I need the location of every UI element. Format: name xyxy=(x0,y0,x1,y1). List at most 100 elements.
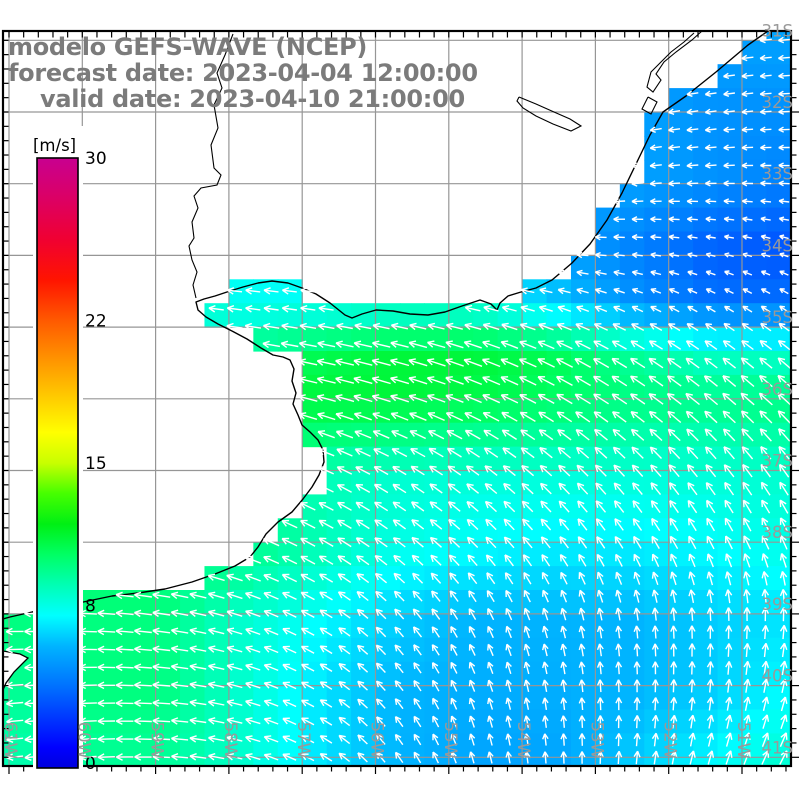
wind-arrow xyxy=(463,376,483,386)
ocean-cell xyxy=(180,757,206,766)
ocean-cell xyxy=(473,661,499,687)
ocean-cell xyxy=(82,757,108,766)
wind-arrow xyxy=(759,36,772,44)
wind-arrow xyxy=(487,643,494,657)
wind-arrow xyxy=(633,625,641,639)
ocean-cell xyxy=(375,613,401,639)
ocean-cell xyxy=(155,757,181,766)
wind-arrow xyxy=(226,322,243,331)
ocean-cell xyxy=(742,112,768,137)
wind-arrow xyxy=(208,753,225,761)
wind-arrow xyxy=(649,162,662,169)
ocean-cell xyxy=(180,613,206,639)
wind-arrow xyxy=(560,697,568,710)
wind-arrow xyxy=(778,90,790,97)
ocean-cell xyxy=(693,351,719,376)
ocean-cell xyxy=(302,374,328,400)
wind-arrow xyxy=(542,697,549,711)
wind-arrow xyxy=(503,500,516,513)
ocean-cell xyxy=(791,781,800,800)
ocean-cell xyxy=(277,757,303,766)
wind-arrow xyxy=(651,517,661,531)
ocean-cell xyxy=(766,422,791,448)
ocean-cell xyxy=(619,590,645,615)
wind-arrow xyxy=(629,375,646,387)
wind-arrow xyxy=(651,553,660,567)
wind-arrow xyxy=(392,465,407,476)
ocean-cell xyxy=(546,566,572,591)
ocean-cell xyxy=(619,542,645,567)
wind-arrow xyxy=(300,645,315,654)
wind-arrow xyxy=(705,481,716,496)
wind-arrow xyxy=(134,627,152,636)
wind-arrow xyxy=(482,394,501,404)
wind-arrow xyxy=(542,679,549,693)
ocean-cell xyxy=(82,781,107,800)
ocean-cell xyxy=(620,781,645,800)
ocean-cell xyxy=(228,709,254,734)
ocean-cell xyxy=(106,685,132,711)
ocean-cell xyxy=(497,446,523,472)
ocean-cell xyxy=(399,566,425,591)
wind-arrow xyxy=(687,288,698,294)
wind-arrow xyxy=(465,465,480,476)
wind-arrow xyxy=(518,358,537,368)
wind-arrow xyxy=(97,735,116,743)
wind-arrow xyxy=(742,270,753,276)
wind-arrow xyxy=(704,90,717,97)
wind-arrow xyxy=(540,500,552,513)
wind-arrow xyxy=(245,699,261,707)
coastline-peninsula xyxy=(3,650,30,691)
wind-arrow xyxy=(486,590,495,603)
wind-arrow xyxy=(687,517,697,532)
wind-arrow xyxy=(390,322,409,331)
ocean-cell xyxy=(693,781,718,800)
wind-arrow xyxy=(505,625,512,639)
ocean-cell xyxy=(497,327,523,352)
wind-arrow xyxy=(670,661,678,675)
ocean-cell xyxy=(546,661,572,687)
wind-arrow xyxy=(594,464,607,477)
wind-arrow xyxy=(372,412,391,421)
wind-arrow xyxy=(483,305,499,313)
wind-arrow xyxy=(706,750,715,765)
wind-arrow xyxy=(574,393,591,405)
wind-arrow xyxy=(482,412,500,422)
wind-arrow xyxy=(761,696,770,711)
wind-arrow xyxy=(170,663,189,671)
wind-arrow xyxy=(408,376,428,385)
wind-arrow xyxy=(539,287,553,295)
wind-arrow xyxy=(615,553,623,567)
wind-arrow xyxy=(633,715,641,729)
wind-arrow xyxy=(189,717,207,725)
wind-arrow xyxy=(651,589,659,603)
wind-arrow xyxy=(724,305,735,313)
wind-arrow xyxy=(557,269,571,277)
wind-arrow xyxy=(413,751,422,764)
ocean-cell xyxy=(107,781,132,800)
wind-arrow xyxy=(375,608,387,620)
wind-arrow xyxy=(686,446,699,460)
wind-arrow xyxy=(596,715,604,729)
wind-arrow xyxy=(505,751,512,764)
ocean-cell xyxy=(546,494,572,519)
wind-arrow xyxy=(357,680,368,691)
wind-arrow xyxy=(505,697,512,710)
wind-arrow xyxy=(97,681,116,690)
wind-arrow xyxy=(170,609,189,617)
ocean-cell xyxy=(131,613,157,639)
wind-arrow xyxy=(408,340,428,349)
wind-arrow xyxy=(780,714,788,730)
wind-arrow xyxy=(743,589,751,604)
ocean-cell xyxy=(766,470,791,495)
wind-arrow xyxy=(631,198,644,205)
wind-arrow xyxy=(633,643,641,657)
ocean-cell xyxy=(449,781,474,800)
wind-arrow xyxy=(706,625,714,639)
wind-arrow xyxy=(759,54,772,62)
ocean-cell xyxy=(326,327,352,352)
wind-arrow xyxy=(263,609,279,618)
wind-arrow xyxy=(316,376,336,384)
wind-arrow xyxy=(445,394,464,403)
wind-arrow xyxy=(611,411,627,423)
